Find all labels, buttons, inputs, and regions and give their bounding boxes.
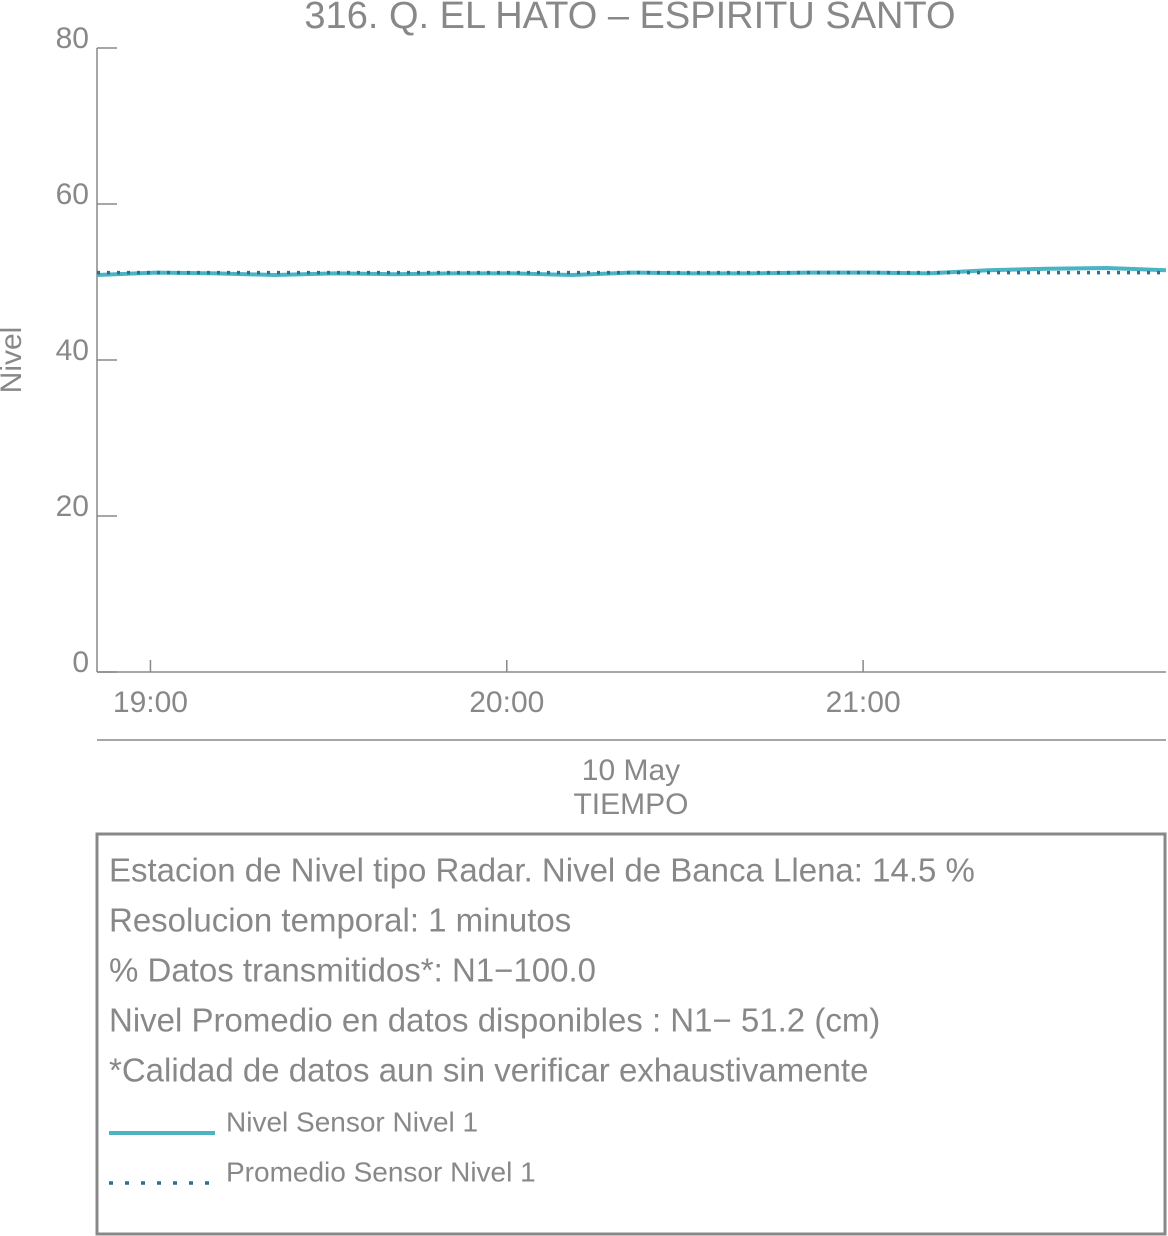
legend-label: Nivel Sensor Nivel 1: [226, 1106, 478, 1137]
y-tick-label: 40: [56, 334, 89, 367]
series-line: [96, 265, 1167, 277]
y-tick-label: 60: [56, 178, 89, 211]
info-line: *Calidad de datos aun sin verificar exha…: [109, 1052, 868, 1089]
x-tick-label: 20:00: [469, 686, 544, 719]
info-line: Resolucion temporal: 1 minutos: [109, 902, 571, 939]
date-label: 10 May: [582, 754, 680, 787]
legend-label: Promedio Sensor Nivel 1: [226, 1156, 536, 1187]
info-box: [95, 832, 1167, 1236]
info-line: Nivel Promedio en datos disponibles : N1…: [109, 1002, 880, 1039]
x-tick-label: 19:00: [113, 686, 188, 719]
y-tick-label: 0: [72, 646, 89, 679]
y-tick-label: 80: [56, 22, 89, 55]
chart-title: 316. Q. EL HATO – ESPIRITU SANTO: [304, 0, 955, 37]
info-line: % Datos transmitidos*: N1−100.0: [109, 952, 596, 989]
y-axis-label: Nivel: [0, 327, 28, 394]
x-tick-label: 21:00: [826, 686, 901, 719]
x-axis-label: TIEMPO: [573, 788, 688, 821]
y-tick-label: 20: [56, 490, 89, 523]
info-line: Estacion de Nivel tipo Radar. Nivel de B…: [109, 852, 975, 889]
